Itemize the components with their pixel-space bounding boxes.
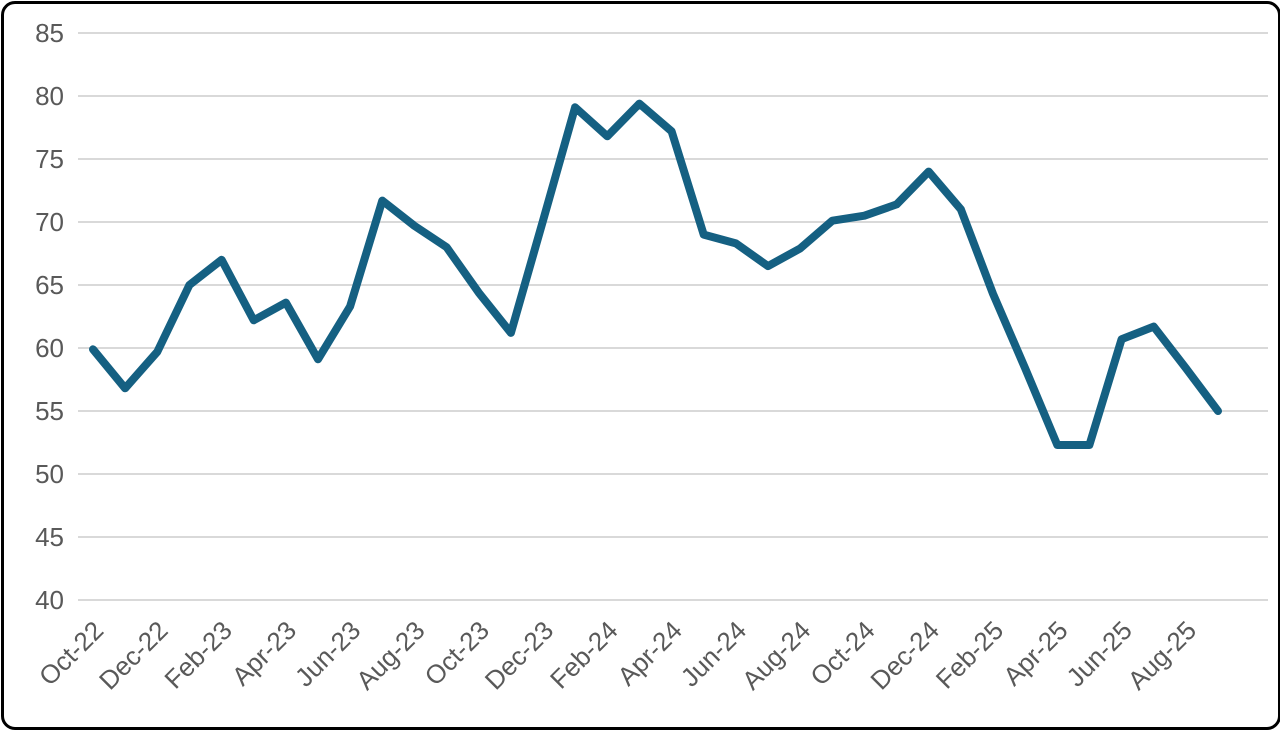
y-axis-tick-label: 70 [35, 207, 64, 237]
x-axis-tick-label: Feb-24 [544, 615, 623, 694]
x-axis-labels: Oct-22Dec-22Feb-23Apr-23Jun-23Aug-23Oct-… [33, 615, 1202, 695]
x-axis-tick-label: Aug-23 [350, 615, 430, 695]
gridlines [78, 32, 1268, 601]
x-axis-tick-label: Aug-24 [736, 615, 816, 695]
y-axis-tick-label: 85 [35, 18, 64, 48]
y-axis-tick-label: 65 [35, 270, 64, 300]
x-axis-tick-label: Jun-25 [1060, 615, 1137, 692]
y-axis-tick-label: 55 [35, 396, 64, 426]
y-axis-tick-label: 80 [35, 81, 64, 111]
x-axis-tick-label: Dec-23 [479, 615, 559, 695]
x-axis-tick-label: Aug-25 [1122, 615, 1202, 695]
x-axis-tick-label: Dec-24 [864, 615, 944, 695]
y-axis-tick-label: 40 [35, 585, 64, 615]
y-axis-tick-label: 60 [35, 333, 64, 363]
x-axis-tick-label: Apr-23 [226, 615, 302, 691]
data-series-line [89, 99, 1222, 449]
y-axis-tick-label: 75 [35, 144, 64, 174]
x-axis-tick-label: Feb-23 [158, 615, 237, 694]
x-axis-tick-label: Apr-24 [611, 615, 687, 691]
x-axis-tick-label: Jun-24 [675, 615, 752, 692]
y-axis-tick-label: 50 [35, 459, 64, 489]
x-axis-tick-label: Feb-25 [930, 615, 1009, 694]
data-series [89, 99, 1222, 449]
x-axis-tick-label: Dec-22 [93, 615, 173, 695]
x-axis-tick-label: Apr-25 [997, 615, 1073, 691]
y-axis-tick-label: 45 [35, 522, 64, 552]
y-axis-labels: 40 45 50 55 60 65 70 75 80 85 [35, 18, 64, 615]
line-chart: 40 45 50 55 60 65 70 75 80 85 Oct-22Dec-22Feb-23A… [33, 18, 1268, 696]
x-axis-tick-label: Jun-23 [289, 615, 366, 692]
